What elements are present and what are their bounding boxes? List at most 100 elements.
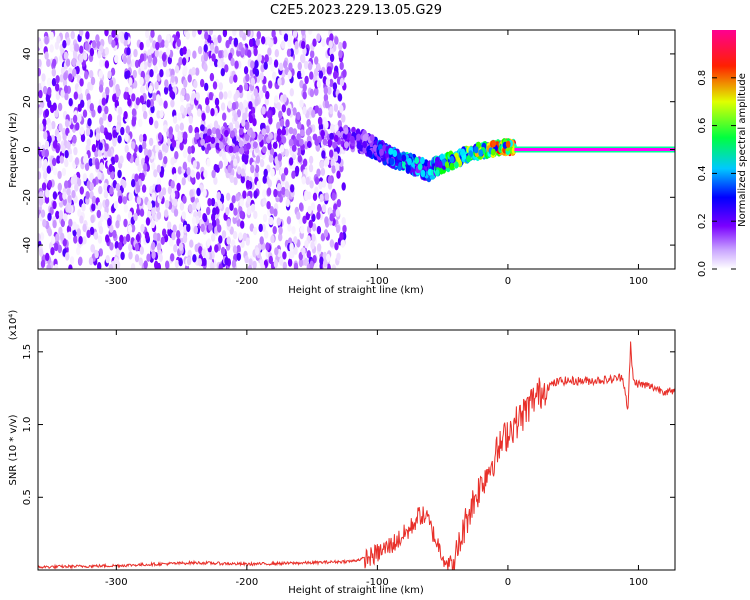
heatmap-cell (224, 64, 229, 73)
heatmap-cell (93, 231, 99, 240)
heatmap-cell (300, 69, 305, 78)
heatmap-cell (406, 165, 411, 173)
heatmap-cell (132, 80, 138, 89)
heatmap-cell (193, 80, 198, 89)
heatmap-cell (62, 78, 68, 88)
heatmap-cell (234, 145, 240, 153)
heatmap-cell (111, 156, 116, 165)
heatmap-cell (83, 155, 88, 165)
heatmap-cell (221, 230, 227, 239)
heatmap-cell (67, 194, 72, 204)
heatmap-cell (248, 38, 254, 48)
heatmap-cell (66, 37, 71, 46)
heatmap-cell (187, 146, 192, 155)
heatmap-cell (392, 149, 398, 157)
heatmap-cell (38, 58, 42, 68)
heatmap-cell (220, 246, 226, 256)
heatmap-cell (45, 252, 50, 262)
heatmap-cell (171, 139, 177, 148)
heatmap-cell (109, 224, 114, 233)
heatmap-cell (294, 165, 300, 175)
heatmap-cell (40, 79, 46, 88)
heatmap-cell (176, 182, 181, 192)
heatmap-cell (156, 232, 161, 242)
heatmap-cell (224, 129, 229, 138)
heatmap-cell (55, 210, 60, 220)
heatmap-cell (274, 95, 279, 104)
heatmap-cell (227, 90, 232, 99)
colorbar-tick-label: 0.2 (697, 213, 708, 229)
heatmap-cell (91, 144, 97, 153)
heatmap-cell (312, 192, 318, 201)
heatmap-cell (323, 229, 329, 238)
heatmap-cell (261, 36, 266, 45)
heatmap-cell (67, 231, 72, 240)
heatmap-cell (143, 148, 149, 157)
heatmap-cell (177, 112, 183, 121)
heatmap-cell (304, 240, 309, 249)
heatmap-cell (156, 110, 161, 119)
heatmap-cell (70, 30, 75, 40)
heatmap-cell (139, 208, 145, 217)
heatmap-cell (216, 191, 221, 200)
heatmap-cell (327, 175, 333, 184)
heatmap-cell (228, 145, 234, 153)
heatmap-cell (117, 169, 122, 179)
heatmap-cell (218, 235, 223, 244)
colorbar (712, 30, 736, 269)
heatmap-cell (160, 236, 165, 245)
heatmap-cell (41, 148, 46, 157)
heatmap-cell (174, 65, 180, 74)
heatmap-cell (89, 226, 95, 236)
heatmap-cell (252, 118, 257, 127)
heatmap-cell (331, 264, 337, 269)
colorbar-tick-label: 0.8 (697, 70, 708, 86)
heatmap-cell (193, 225, 198, 235)
heatmap-cell (79, 78, 84, 87)
heatmap-cell (154, 120, 159, 129)
heatmap-cell (174, 259, 180, 269)
heatmap-cell (280, 40, 286, 49)
heatmap-cell (122, 196, 128, 205)
heatmap-cell (186, 49, 191, 58)
heatmap-cell (192, 160, 197, 169)
heatmap-cell (42, 85, 48, 95)
heatmap-cell (204, 82, 209, 92)
heatmap-cell (141, 184, 147, 193)
heatmap-cell (147, 149, 152, 158)
heatmap-cell (296, 133, 301, 141)
heatmap-cell (132, 69, 137, 79)
heatmap-cell (342, 69, 347, 78)
heatmap-cell (115, 247, 121, 256)
heatmap-cell (167, 186, 173, 195)
heatmap-cell (155, 41, 160, 51)
heatmap-cell (296, 70, 302, 80)
heatmap-cell (126, 56, 131, 65)
heatmap-cell (82, 173, 88, 182)
heatmap-cell (325, 78, 331, 87)
heatmap-cell (343, 127, 349, 135)
heatmap-cell (269, 216, 274, 226)
heatmap-cell (123, 218, 128, 228)
heatmap-cell (124, 31, 129, 41)
heatmap-cell (136, 196, 142, 205)
heatmap-cell (240, 220, 245, 229)
heatmap-cell (289, 88, 294, 97)
heatmap-cell (143, 110, 148, 120)
heatmap-cell (167, 56, 172, 65)
heatmap-cell (243, 82, 249, 92)
heatmap-cell (269, 206, 274, 215)
heatmap-cell (254, 68, 260, 77)
heatmap-cell (253, 190, 258, 199)
heatmap-cell (105, 131, 110, 140)
heatmap-cell (73, 91, 79, 100)
heatmap-cell (51, 68, 56, 77)
heatmap-cell (236, 218, 241, 227)
heatmap-cell (273, 59, 279, 68)
heatmap-cell (189, 189, 194, 198)
heatmap-cell (255, 247, 260, 256)
heatmap-cell (72, 135, 77, 144)
heatmap-cell (323, 86, 328, 95)
heatmap-cell (125, 125, 130, 134)
heatmap-cell (320, 129, 325, 138)
